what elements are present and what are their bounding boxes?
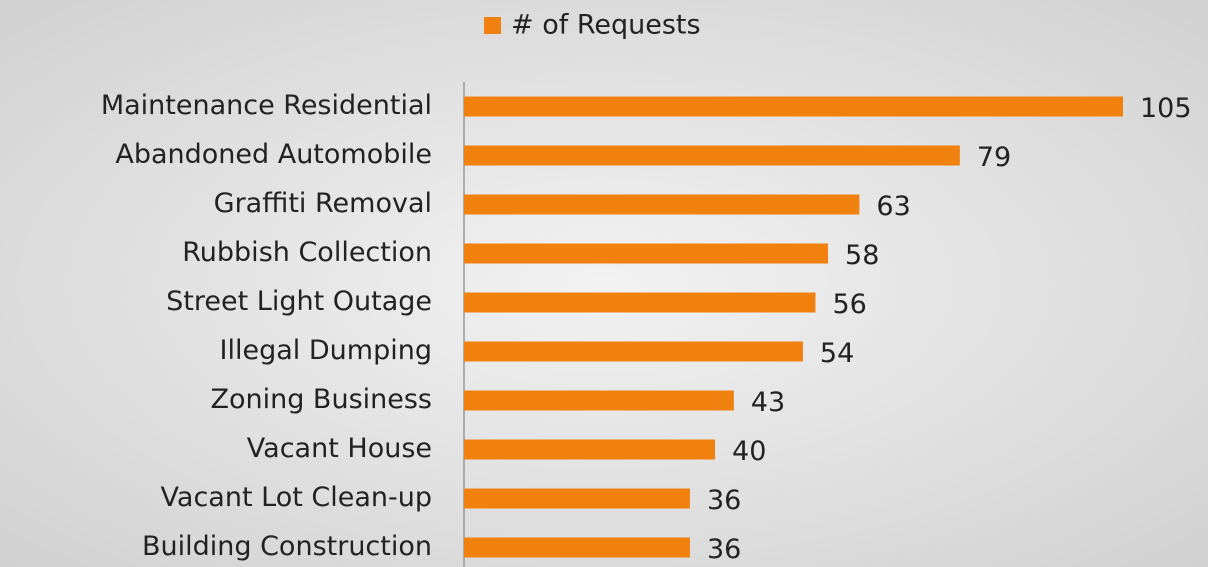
category-label: Zoning Business <box>210 384 432 415</box>
bar <box>464 145 960 166</box>
category-label: Abandoned Automobile <box>115 139 432 170</box>
category-label: Illegal Dumping <box>220 335 432 366</box>
value-label: 54 <box>820 338 854 369</box>
category-label: Rubbish Collection <box>182 237 432 268</box>
value-label: 43 <box>751 387 785 418</box>
bar <box>464 390 734 411</box>
bar <box>464 292 816 313</box>
bar <box>464 96 1123 117</box>
bar <box>464 439 716 460</box>
legend-swatch <box>484 17 501 34</box>
value-label: 56 <box>832 289 866 320</box>
bar <box>464 488 690 509</box>
value-label: 63 <box>876 191 910 222</box>
bar <box>464 341 803 362</box>
category-label: Street Light Outage <box>166 286 432 317</box>
category-label: Graffiti Removal <box>214 188 432 219</box>
bar <box>464 194 860 215</box>
bar <box>464 243 829 264</box>
category-label: Building Construction <box>142 531 432 562</box>
value-label: 36 <box>707 485 741 516</box>
value-label: 36 <box>707 534 741 565</box>
value-label: 105 <box>1140 93 1192 124</box>
category-label: Vacant House <box>247 433 432 464</box>
value-label: 58 <box>845 240 879 271</box>
category-label: Maintenance Residential <box>101 90 432 121</box>
category-label: Vacant Lot Clean-up <box>161 482 432 513</box>
value-label: 40 <box>732 436 766 467</box>
bar <box>464 537 690 558</box>
value-label: 79 <box>977 142 1011 173</box>
legend-label: # of Requests <box>511 10 701 41</box>
